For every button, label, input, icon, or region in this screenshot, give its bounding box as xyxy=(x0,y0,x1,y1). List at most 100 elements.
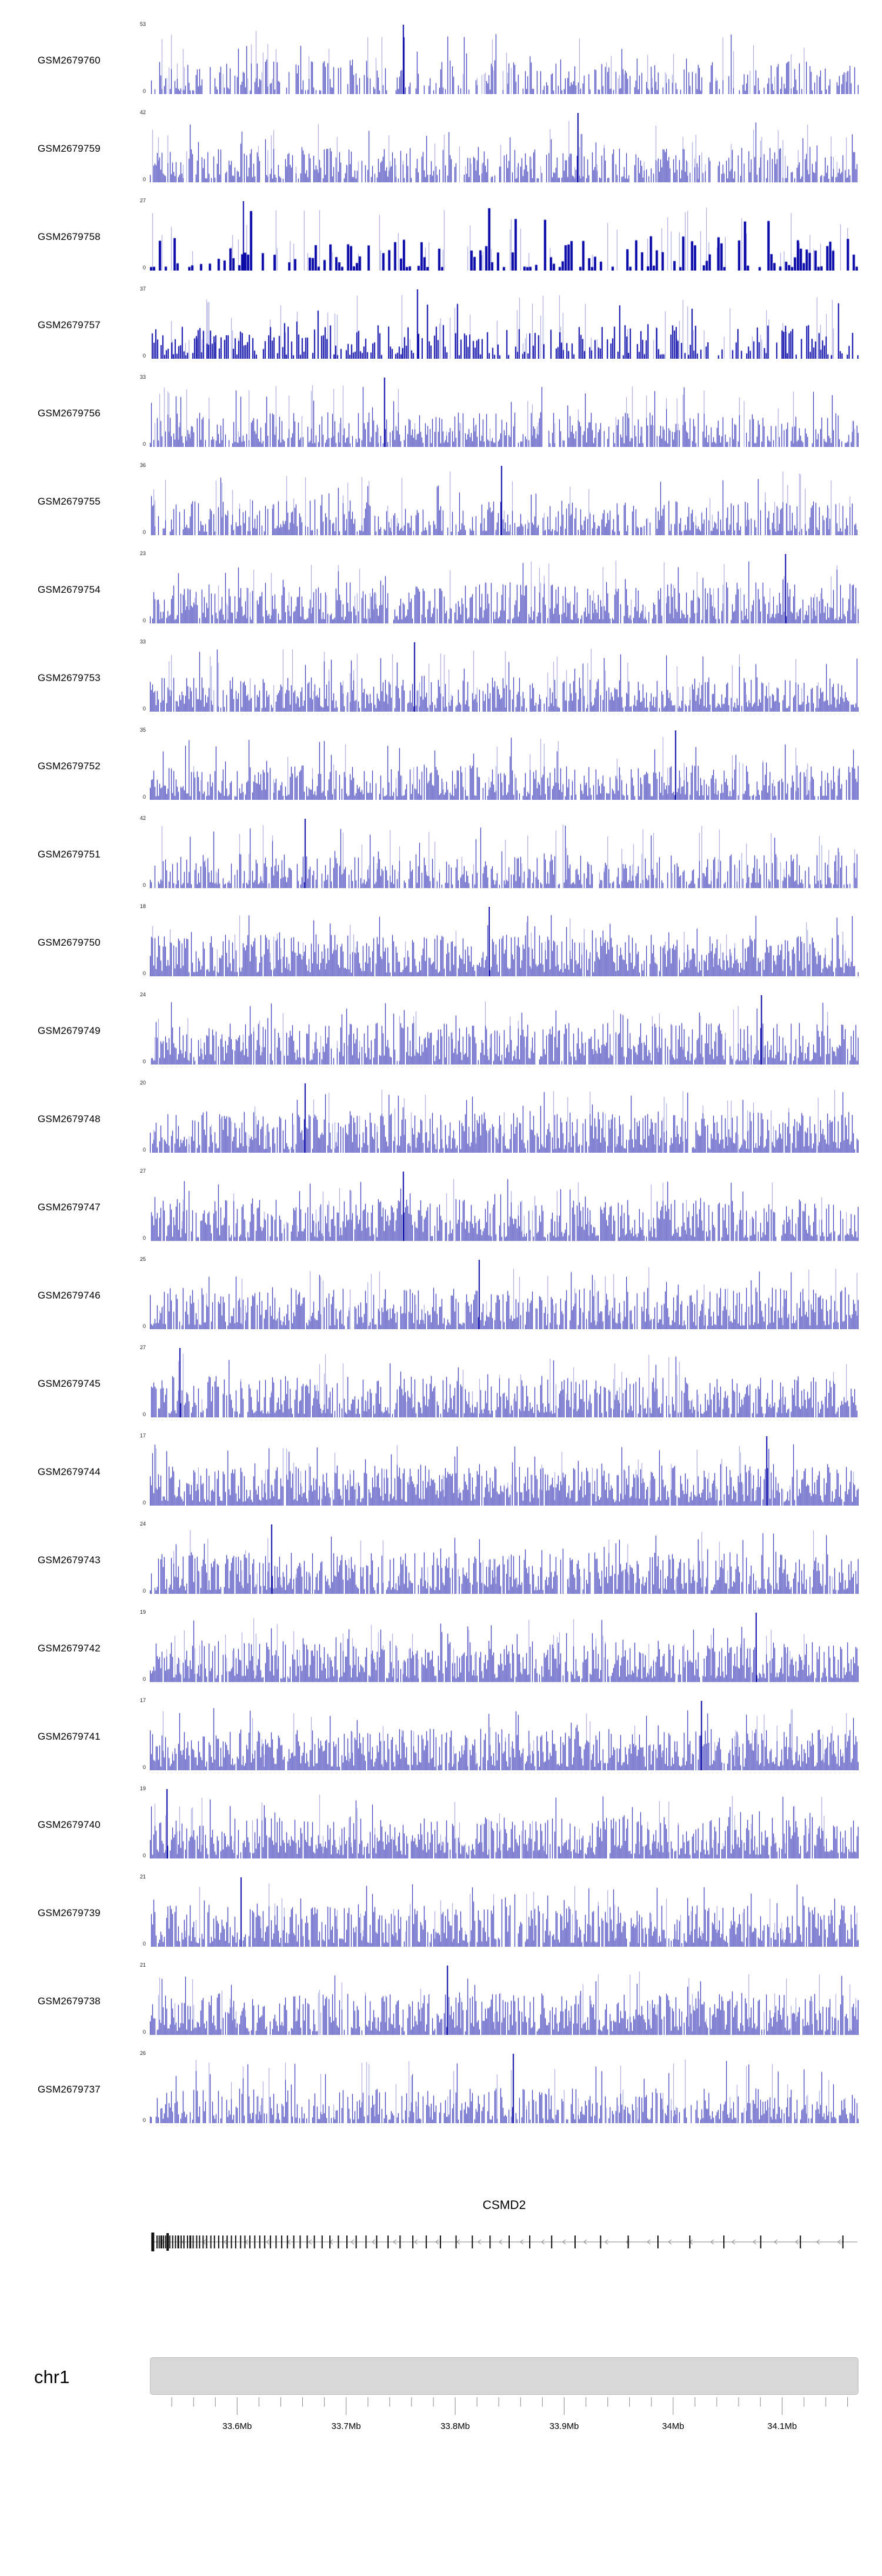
track-sample-label: GSM2679745 xyxy=(38,1378,101,1389)
exon-mark xyxy=(455,2235,457,2248)
coverage-plot xyxy=(150,25,858,94)
exon-mark xyxy=(269,2235,271,2248)
exon-mark xyxy=(264,2235,266,2248)
coverage-track-list: GSM2679760 53 0 GSM2679759 42 0 GSM2679758 27 0 G… xyxy=(0,16,882,2134)
exon-mark xyxy=(376,2235,377,2248)
track-ymin-label: 0 xyxy=(142,176,146,182)
coverage-plot xyxy=(150,289,858,359)
chromosome-track: chr1 33.6Mb 33.7Mb 33.8Mb 33.9Mb 34Mb 34.1Mb xyxy=(0,2357,882,2545)
track-ymax-label: 27 xyxy=(139,1344,146,1350)
exon-mark xyxy=(192,2235,194,2248)
track-ymin-label: 0 xyxy=(142,529,146,535)
coverage-plot xyxy=(150,1877,858,1947)
strand-arrow-icon xyxy=(372,2239,376,2245)
track-ymin-label: 0 xyxy=(142,970,146,976)
track-row: GSM2679746 25 0 xyxy=(0,1252,882,1340)
track-ymax-label: 35 xyxy=(139,727,146,733)
axis-tick-label: 34.1Mb xyxy=(767,2421,797,2431)
coverage-plot xyxy=(150,1348,858,1417)
exon-mark xyxy=(600,2235,602,2248)
exon-mark xyxy=(181,2235,182,2248)
track-row: GSM2679755 36 0 xyxy=(0,458,882,546)
track-row: GSM2679748 20 0 xyxy=(0,1075,882,1163)
exon-mark xyxy=(218,2235,219,2248)
exon-mark xyxy=(254,2235,256,2248)
track-ymax-label: 19 xyxy=(139,1786,146,1791)
coverage-plot xyxy=(150,554,858,623)
track-sample-label: GSM2679744 xyxy=(38,1466,101,1477)
track-ymax-label: 37 xyxy=(139,286,146,292)
track-ymax-label: 24 xyxy=(139,992,146,997)
strand-arrow-icon xyxy=(223,2239,228,2245)
track-ymin-label: 0 xyxy=(142,441,146,447)
track-sample-label: GSM2679743 xyxy=(38,1554,101,1566)
strand-arrow-icon xyxy=(647,2239,651,2245)
track-sample-label: GSM2679755 xyxy=(38,496,101,507)
strand-arrow-icon xyxy=(837,2239,841,2245)
track-row: GSM2679737 26 0 xyxy=(0,2046,882,2134)
axis-tick-label: 33.8Mb xyxy=(440,2421,470,2431)
track-ymax-label: 33 xyxy=(139,374,146,380)
track-ymax-label: 23 xyxy=(139,550,146,556)
track-row: GSM2679738 21 0 xyxy=(0,1957,882,2046)
track-ymin-label: 0 xyxy=(142,1676,146,1682)
chromosome-label: chr1 xyxy=(34,2367,70,2387)
strand-arrow-icon xyxy=(774,2239,778,2245)
exon-mark xyxy=(306,2235,308,2248)
strand-arrow-icon xyxy=(668,2239,672,2245)
strand-arrow-icon xyxy=(477,2239,482,2245)
coverage-plot xyxy=(150,730,858,800)
exon-mark xyxy=(213,2235,215,2248)
track-row: GSM2679760 53 0 xyxy=(0,16,882,105)
track-ymax-label: 20 xyxy=(139,1080,146,1086)
exon-mark xyxy=(800,2235,801,2248)
track-sample-label: GSM2679739 xyxy=(38,1907,101,1918)
track-ymin-label: 0 xyxy=(142,1412,146,1417)
chromosome-ideogram xyxy=(150,2357,858,2395)
gene-track: CSMD2 xyxy=(0,2198,882,2287)
track-sample-label: GSM2679740 xyxy=(38,1819,101,1830)
track-ymin-label: 0 xyxy=(142,1500,146,1506)
track-ymax-label: 24 xyxy=(139,1521,146,1527)
exon-mark xyxy=(551,2235,553,2248)
exon-mark xyxy=(206,2235,208,2248)
track-sample-label: GSM2679754 xyxy=(38,584,101,595)
exon-mark xyxy=(286,2235,288,2248)
track-sample-label: GSM2679747 xyxy=(38,1202,101,1213)
strand-arrow-icon xyxy=(393,2239,397,2245)
track-sample-label: GSM2679756 xyxy=(38,408,101,419)
track-ymin-label: 0 xyxy=(142,1059,146,1065)
track-row: GSM2679742 19 0 xyxy=(0,1604,882,1693)
coverage-plot xyxy=(150,1701,858,1770)
exon-mark xyxy=(249,2235,250,2248)
track-row: GSM2679745 27 0 xyxy=(0,1340,882,1428)
exon-mark xyxy=(313,2235,315,2248)
track-ymax-label: 17 xyxy=(139,1697,146,1703)
exon-mark xyxy=(489,2235,491,2248)
coverage-plot xyxy=(150,1436,858,1506)
gene-model xyxy=(151,2233,857,2251)
track-ymin-label: 0 xyxy=(142,2029,146,2035)
coverage-plot xyxy=(150,1172,858,1241)
genome-axis: 33.6Mb 33.7Mb 33.8Mb 33.9Mb 34Mb 34.1Mb xyxy=(171,2397,848,2431)
strand-arrow-icon xyxy=(520,2239,524,2245)
track-ymin-label: 0 xyxy=(142,1235,146,1241)
track-ymax-label: 25 xyxy=(139,1256,146,1262)
exon-mark xyxy=(196,2235,198,2248)
axis-tick-label: 33.6Mb xyxy=(222,2421,252,2431)
coverage-plot xyxy=(150,201,858,271)
exon-mark xyxy=(440,2235,441,2248)
exon-mark xyxy=(574,2235,576,2248)
exon-mark xyxy=(222,2235,224,2248)
track-row: GSM2679753 33 0 xyxy=(0,634,882,722)
strand-arrow-icon xyxy=(308,2239,312,2245)
exon-mark xyxy=(529,2235,530,2248)
track-sample-label: GSM2679757 xyxy=(38,319,101,331)
track-row: GSM2679751 42 0 xyxy=(0,810,882,899)
track-ymax-label: 19 xyxy=(139,1609,146,1615)
coverage-plot xyxy=(150,907,858,976)
strand-arrow-icon xyxy=(731,2239,736,2245)
track-sample-label: GSM2679746 xyxy=(38,1290,101,1301)
track-ymin-label: 0 xyxy=(142,1323,146,1329)
coverage-plot xyxy=(150,466,858,535)
